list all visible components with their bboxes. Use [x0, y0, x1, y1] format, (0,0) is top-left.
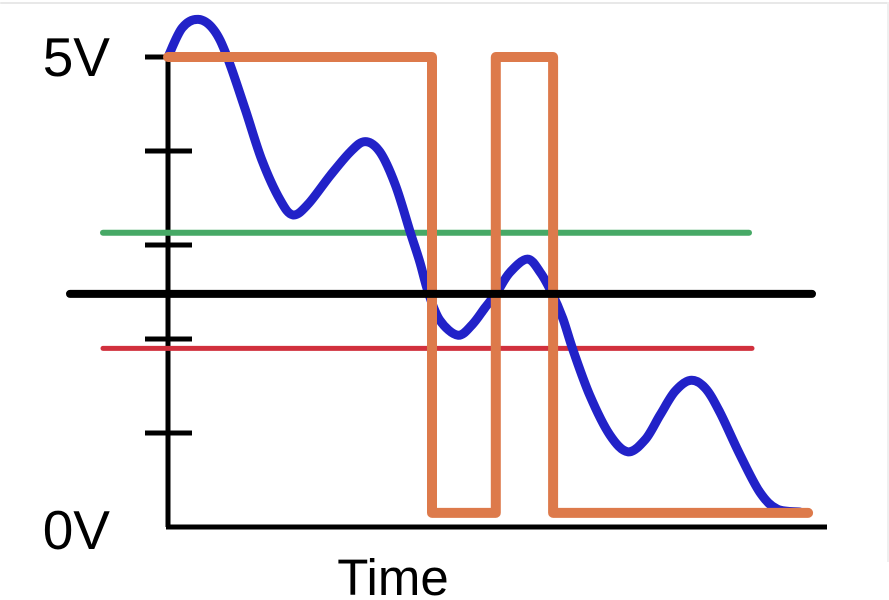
frame-top-edge — [0, 2, 889, 4]
x-axis-label-time: Time — [337, 549, 448, 600]
y-axis-label-0v: 0V — [43, 499, 111, 561]
analog_input_signal-path — [163, 14, 805, 517]
frame-right-edge — [887, 2, 889, 562]
signal-series-layer — [163, 14, 814, 518]
y-axis-label-5v: 5V — [43, 26, 111, 88]
comparator_digital_output-path — [163, 52, 814, 518]
